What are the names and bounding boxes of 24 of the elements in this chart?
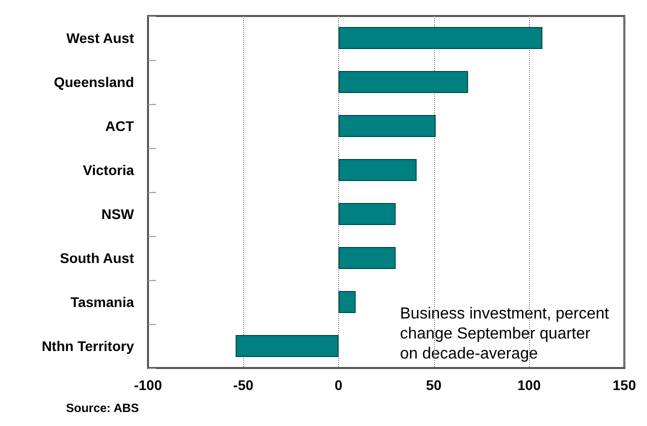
- bar: [338, 71, 468, 93]
- annotation: Business investment, percent change September quarter on decade-average: [400, 306, 610, 362]
- x-tick-label: -50: [233, 377, 254, 393]
- bar: [338, 203, 396, 225]
- x-tick-label: 0: [334, 377, 343, 393]
- bar: [338, 115, 436, 137]
- y-tick-label: West Aust: [66, 30, 134, 46]
- y-tick-label: NSW: [101, 206, 135, 222]
- y-tick-label: Tasmania: [70, 294, 134, 310]
- x-tick-label: 50: [426, 377, 442, 393]
- bar: [338, 247, 396, 269]
- bar: [338, 159, 417, 181]
- y-tick-label: Victoria: [82, 162, 134, 178]
- bar: [338, 27, 542, 49]
- bar: [236, 335, 339, 357]
- x-tick-label: 150: [612, 377, 636, 393]
- x-tick-label: -100: [134, 377, 162, 393]
- y-tick-label: Nthn Territory: [42, 338, 134, 354]
- y-tick-label: South Aust: [60, 250, 134, 266]
- x-tick-label: 100: [517, 377, 541, 393]
- y-tick-label: Queensland: [54, 74, 134, 90]
- bar: [338, 291, 356, 313]
- source-note: Source: ABS: [66, 401, 139, 415]
- y-tick-label: ACT: [105, 118, 134, 134]
